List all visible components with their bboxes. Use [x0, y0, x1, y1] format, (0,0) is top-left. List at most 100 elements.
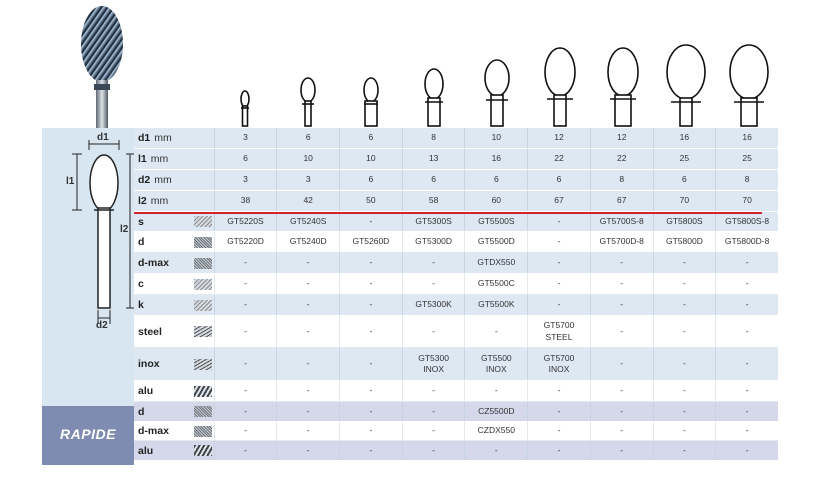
table-cell: 6: [213, 149, 277, 169]
table-cell: GT5700 INOX: [527, 348, 590, 380]
table-cell: -: [652, 295, 716, 315]
d1-label: d1: [97, 132, 109, 143]
table-cell: 16: [464, 149, 527, 169]
table-cell: 16: [652, 128, 716, 148]
row-label: steel: [134, 316, 214, 347]
table-cell: 12: [589, 128, 653, 148]
table-cell: -: [339, 441, 402, 460]
table-cell: -: [527, 232, 590, 252]
table-cell: GT5500 INOX: [464, 348, 527, 380]
table-cell: -: [464, 316, 527, 347]
table-cell: -: [276, 253, 339, 273]
cut-pattern-icon: [194, 278, 212, 290]
burr-spec-table: d1 mm 3 6 6 8 10 12 12 16 16 l1 mm 6 10 10…: [134, 128, 778, 461]
profile-icons: [240, 44, 769, 127]
table-row-rapide-d: d - - - - CZ5500D - - - -: [134, 402, 778, 422]
row-label: d-max: [134, 422, 214, 440]
table-cell: 6: [464, 170, 527, 190]
table-cell: -: [715, 402, 778, 421]
table-cell: 6: [401, 170, 465, 190]
table-cell: -: [589, 295, 653, 315]
rapide-panel: RAPIDE: [42, 406, 134, 465]
cut-pattern-icon: [194, 406, 212, 417]
table-cell: -: [276, 441, 339, 460]
table-cell: GT5300K: [401, 295, 465, 315]
table-cell: 6: [339, 170, 402, 190]
table-cell: -: [589, 422, 653, 440]
table-cell: -: [339, 295, 402, 315]
row-label: d1 mm: [138, 132, 172, 144]
cut-pattern-icon: [194, 425, 212, 437]
table-cell: 22: [527, 149, 590, 169]
cut-pattern-icon: [194, 257, 212, 269]
table-cell: -: [527, 212, 590, 231]
row-label: d: [134, 402, 214, 421]
table-cell: -: [715, 348, 778, 380]
table-cell: -: [213, 274, 277, 294]
d2-label: d2: [96, 320, 108, 331]
table-cell: GT5800S-8: [715, 212, 778, 231]
table-cell: -: [213, 381, 277, 401]
table-row-rapide-alu: alu - - - - - - - - -: [134, 441, 778, 461]
row-label: s: [134, 212, 214, 231]
table-row-d1: d1 mm 3 6 6 8 10 12 12 16 16: [134, 128, 778, 149]
table-cell: 70: [652, 191, 716, 211]
table-cell: 6: [652, 170, 716, 190]
table-cell: -: [527, 402, 590, 421]
table-cell: -: [652, 422, 716, 440]
table-cell: -: [401, 402, 465, 421]
cut-pattern-icon: [194, 299, 212, 311]
table-cell: 12: [527, 128, 590, 148]
table-cell: 25: [652, 149, 716, 169]
table-cell: -: [339, 212, 402, 231]
table-cell: -: [464, 381, 527, 401]
table-cell: GT5700 STEEL: [527, 316, 590, 347]
table-cell: 10: [276, 149, 339, 169]
table-cell: GT5220S: [213, 212, 277, 231]
table-cell: -: [527, 295, 590, 315]
table-cell: -: [339, 316, 402, 347]
table-cell: -: [527, 381, 590, 401]
row-label: d-max: [134, 253, 214, 273]
table-cell: -: [589, 316, 653, 347]
row-label: alu: [134, 381, 214, 401]
row-label: d2 mm: [138, 174, 172, 186]
table-cell: GTDX550: [464, 253, 527, 273]
rapide-label: RAPIDE: [60, 426, 116, 442]
table-cell: -: [715, 274, 778, 294]
table-cell: -: [213, 316, 277, 347]
table-cell: 38: [213, 191, 277, 211]
table-cell: GT5500S: [464, 212, 527, 231]
table-cell: -: [715, 253, 778, 273]
table-cell: 22: [589, 149, 653, 169]
table-cell: -: [589, 274, 653, 294]
table-cell: GT5240S: [276, 212, 339, 231]
table-cell: 58: [401, 191, 465, 211]
table-cell: -: [401, 441, 465, 460]
table-cell: -: [527, 274, 590, 294]
cut-pattern-icon: [194, 385, 212, 397]
table-cell: 13: [401, 149, 465, 169]
cut-pattern-icon: [194, 236, 212, 248]
table-row-l1: l1 mm 6 10 10 13 16 22 22 25 25: [134, 149, 778, 170]
table-cell: -: [589, 441, 653, 460]
l2-underline: [134, 212, 762, 214]
table-cell: -: [652, 316, 716, 347]
table-row-cut-k: k - - - GT5300K GT5500K - - - -: [134, 295, 778, 316]
table-cell: -: [213, 402, 277, 421]
table-cell: -: [276, 295, 339, 315]
row-label: alu: [134, 441, 214, 460]
table-cell: GT5700D-8: [589, 232, 653, 252]
table-row-cut-s: s GT5220S GT5240S - GT5300S GT5500S - GT…: [134, 212, 778, 232]
table-cell: GT5500K: [464, 295, 527, 315]
table-cell: -: [715, 295, 778, 315]
table-cell: GT5300S: [401, 212, 465, 231]
row-label: l2 mm: [138, 195, 169, 207]
table-cell: -: [652, 348, 716, 380]
table-cell: GT5700S-8: [589, 212, 653, 231]
table-cell: -: [276, 348, 339, 380]
table-cell: -: [339, 402, 402, 421]
table-cell: -: [652, 253, 716, 273]
table-cell: -: [276, 381, 339, 401]
row-label: k: [134, 295, 214, 315]
